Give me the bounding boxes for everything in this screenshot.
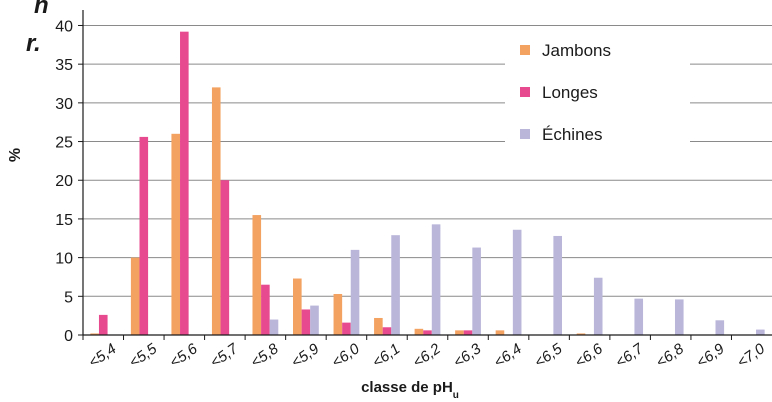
x-tick-label: <5,4 bbox=[86, 340, 120, 371]
legend-swatch-échines bbox=[520, 129, 530, 139]
corner-fragment-top: n bbox=[34, 0, 49, 19]
bar-jambons bbox=[333, 293, 343, 335]
bar-longes bbox=[423, 330, 432, 335]
x-tick-label: <6,1 bbox=[369, 340, 403, 371]
gridlines bbox=[83, 24, 772, 297]
y-tick-label: 25 bbox=[55, 135, 73, 152]
y-tick-label: 5 bbox=[64, 289, 73, 306]
bar-échines bbox=[472, 247, 481, 335]
bar-échines bbox=[553, 235, 562, 335]
x-tick-label: <6,6 bbox=[572, 340, 607, 371]
y-tick-label: 15 bbox=[55, 212, 73, 229]
x-tick-label: <5,6 bbox=[167, 340, 202, 371]
bar-jambons bbox=[211, 87, 221, 335]
y-tick-label: 0 bbox=[64, 328, 73, 345]
y-axis: 0 5 10 15 20 25 30 35 40 bbox=[55, 10, 84, 345]
bar-jambons bbox=[171, 133, 181, 335]
x-axis-title: classe de pHu bbox=[361, 379, 459, 401]
legend-swatch-longes bbox=[520, 87, 530, 97]
bar-longes bbox=[98, 314, 108, 335]
x-tick-label: <6,3 bbox=[450, 340, 485, 371]
legend: Jambons Longes Échines bbox=[520, 41, 611, 144]
bar-longes bbox=[220, 180, 230, 335]
bar-jambons bbox=[293, 278, 302, 335]
y-axis-label: % bbox=[7, 148, 24, 162]
x-axis-label: classe de pH bbox=[361, 379, 453, 396]
bar-jambons bbox=[130, 257, 140, 335]
corner-fragment-second: r. bbox=[26, 30, 41, 57]
bar-échines bbox=[431, 224, 441, 335]
x-tick-label: <6,4 bbox=[491, 340, 525, 371]
bar-jambons bbox=[455, 330, 464, 335]
bar-longes bbox=[342, 322, 351, 335]
legend-label: Échines bbox=[542, 125, 602, 144]
x-tick-label: <6,2 bbox=[410, 340, 445, 371]
bar-longes bbox=[180, 31, 189, 336]
y-tick-label: 10 bbox=[55, 251, 73, 268]
bar-jambons bbox=[576, 333, 586, 335]
legend-label: Jambons bbox=[542, 41, 611, 60]
legend-swatch-jambons bbox=[520, 45, 530, 55]
x-axis-label-subscript: u bbox=[453, 390, 459, 401]
x-tick-label: <7,0 bbox=[734, 340, 769, 371]
x-tick-label: <5,7 bbox=[207, 340, 242, 371]
bar-échines bbox=[310, 305, 319, 335]
bar-échines bbox=[593, 277, 603, 335]
bar-longes bbox=[382, 327, 392, 335]
bar-échines bbox=[512, 229, 522, 335]
bar-jambons bbox=[374, 317, 383, 335]
bar-jambons bbox=[414, 328, 424, 335]
x-tick-label: <5,9 bbox=[288, 340, 323, 371]
x-tick-label: <5,5 bbox=[126, 340, 161, 371]
bar-jambons bbox=[90, 333, 99, 335]
bar-longes bbox=[463, 330, 473, 335]
bar-jambons bbox=[252, 215, 262, 335]
x-tick-label: <6,5 bbox=[531, 340, 566, 371]
x-tick-label: <6,9 bbox=[693, 340, 728, 371]
bar-échines bbox=[715, 320, 725, 335]
bar-longes bbox=[261, 284, 270, 335]
bars bbox=[90, 31, 765, 336]
x-axis: <5,4 <5,5 <5,6 <5,7 <5,8 <5,9 <6,0 <6,1 <6,2 <6,3… bbox=[82, 334, 772, 371]
y-tick-label: 20 bbox=[55, 173, 73, 190]
bar-échines bbox=[350, 249, 360, 335]
x-tick-label: <6,7 bbox=[612, 340, 647, 371]
bar-échines bbox=[634, 298, 644, 335]
bar-échines bbox=[756, 329, 765, 335]
bar-longes bbox=[301, 309, 311, 335]
x-tick-label: <6,8 bbox=[653, 340, 688, 371]
x-tick-label: <5,8 bbox=[248, 340, 283, 371]
y-tick-label: 35 bbox=[55, 57, 73, 74]
y-tick-label: 30 bbox=[55, 96, 73, 113]
x-tick-label: <6,0 bbox=[329, 340, 364, 371]
legend-label: Longes bbox=[542, 83, 598, 102]
bar-longes bbox=[139, 136, 149, 335]
y-tick-label: 40 bbox=[55, 18, 73, 35]
bar-échines bbox=[674, 299, 684, 335]
bar-jambons bbox=[495, 330, 505, 335]
bar-échines bbox=[269, 319, 279, 335]
bar-échines bbox=[391, 235, 400, 335]
